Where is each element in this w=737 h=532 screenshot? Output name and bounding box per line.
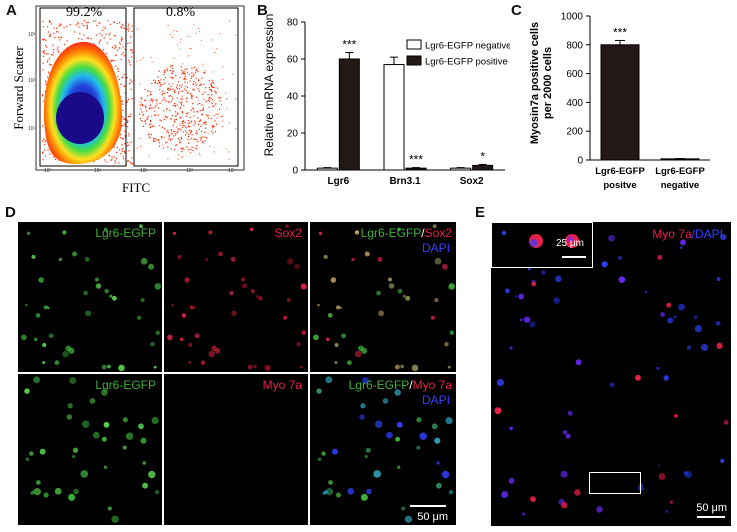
flow-y-tick-1: 10¹ [28,126,36,132]
label-merge-bottom-red: Myo 7a [412,378,452,392]
chart-c: 0 200 400 600 800 1000 Lgr6-EGFP positve *** Lgr6… [561,12,710,191]
micro-e: 25 μm Myo 7a/DAPI 50 μm [491,222,731,526]
panel-label-d: D [5,204,16,221]
flow-y-label: Forward Scatter [11,46,26,130]
chart-c-ytick-label-1: 200 [566,127,583,138]
flow-x-label: FITC [122,180,151,195]
gate-positive [133,7,239,167]
scale-bar-e [697,516,725,518]
highlight-box [589,472,641,494]
chart-c-annotation-0: *** [613,25,627,39]
chart-c-ylabel: Myosin7a positive cells per 2000 cells [529,3,555,163]
panel-label-e: E [475,204,486,221]
chart-b-ytick-label-3: 60 [287,55,299,66]
label-merge-bottom-green: Lgr6-EGFP [348,378,410,392]
chart-b-legend-label-1: Lgr6-EGFP positive [425,57,508,68]
flow-x-tick-2: 10² [140,168,148,174]
chart-b-bar-1-0 [383,64,405,171]
inset-scale-label: 25 μm [556,238,584,249]
flow-x-tick-1: 10¹ [94,168,102,174]
chart-b-ylabel: Relative mRNA expression [262,13,276,157]
label-e-channels: Myo 7a/DAPI [652,227,723,241]
chart-b-ytick-label-4: 80 [287,18,299,29]
flow-x-tick-4: 10⁴ [228,168,236,174]
chart-b-bar-0-1 [338,58,360,171]
chart-b-annotation-0: *** [342,38,356,52]
chart-b-category-2: Sox2 [460,176,484,187]
label-merge-top: Lgr6-EGFP/Sox2 [361,226,452,240]
micro-d-top-merge: Lgr6-EGFP/Sox2 DAPI [310,222,456,372]
panel-label-a: A [6,2,17,19]
scale-label-d: 50 μm [417,511,448,523]
chart-b: 0 20 40 60 80 Lgr6 *** Brn3.1 *** Sox2 * Lgr6-EGFP … [287,18,510,188]
panel-label-b: B [257,2,268,19]
inset-scale-bar [562,256,586,258]
chart-b-annotation-1: *** [409,153,423,167]
flow-pct-left: 99.2% [66,5,103,20]
gate-negative [39,7,127,167]
chart-b-bar-0-0 [316,167,338,171]
chart-b-legend-swatch-1 [406,55,422,66]
label-dapi-top: DAPI [421,241,450,255]
label-merge-red: Sox2 [424,226,452,240]
chart-b-legend-label-0: Lgr6-EGFP negative [425,41,510,52]
chart-b-bar-1-1 [405,167,427,171]
flow-pct-right: 0.8% [166,5,196,20]
chart-c-ytick-label-4: 800 [566,40,583,51]
label-sox2: Sox2 [274,226,302,240]
chart-c-category-0-0: Lgr6-EGFP [595,166,645,177]
chart-b-annotation-2: * [480,149,485,163]
chart-b-bar-2-0 [450,167,472,171]
scale-bar-d [410,505,446,507]
chart-c-category-1-1: negative [661,180,700,191]
label-myo7a: Myo 7a [262,378,302,392]
micro-d-top-red: Sox2 [164,222,308,372]
flow-x-tick-0: 10⁰ [44,168,52,174]
label-dapi-bottom: DAPI [421,393,450,407]
chart-c-ylabel-line2: per 2000 cells [542,46,554,120]
micro-d-bot-merge: Lgr6-EGFP/Myo 7a DAPI 50 μm [310,374,456,525]
chart-b-category-0: Lgr6 [327,176,349,187]
label-lgr6-egfp: Lgr6-EGFP [95,226,156,240]
chart-b-category-1: Brn3.1 [389,176,421,187]
chart-b-legend-swatch-0 [406,39,422,50]
micro-d-bot-red: Myo 7a [164,374,308,525]
label-merge-bottom-slash: / [409,378,413,392]
flow-y-tick-3: 10³ [28,32,36,38]
scale-label-e: 50 μm [696,502,727,514]
inset-box: 25 μm [491,222,593,268]
chart-c-ytick-label-5: 1000 [561,12,584,23]
chart-c-ylabel-line1: Myosin7a positive cells [529,21,541,145]
label-merge-green: Lgr6-EGFP [360,226,422,240]
chart-c-bar-0 [600,44,640,161]
chart-c-ytick-label-0: 0 [577,156,583,167]
chart-c-ytick-label-2: 400 [566,98,583,109]
label-e-myo7a: Myo 7a [652,227,692,241]
label-e-dapi: /DAPI [691,227,723,241]
chart-b-bar-2-1 [472,164,494,171]
chart-c-category-1-0: Lgr6-EGFP [655,166,705,177]
flow-y-tick-2: 10² [28,78,36,84]
chart-c-ytick-label-3: 600 [566,69,583,80]
chart-b-ytick-label-1: 20 [287,129,299,140]
chart-b-ytick-label-2: 40 [287,92,299,103]
micro-d-top-green: Lgr6-EGFP [18,222,162,372]
label-merge-bottom: Lgr6-EGFP/Myo 7a [349,378,452,392]
flow-x-tick-3: 10³ [186,168,194,174]
label-lgr6-egfp-bottom: Lgr6-EGFP [95,378,156,392]
chart-c-category-0-1: positve [603,180,636,191]
label-merge-slash: / [421,226,425,240]
panel-label-c: C [511,2,522,19]
flow-cytometry-plot: 10⁰ 10¹ 10² 10³ 10⁴ 10¹ 10² 10³ [28,5,245,174]
micro-d-bot-green: Lgr6-EGFP [18,374,162,525]
chart-b-ytick-label-0: 0 [292,166,298,177]
